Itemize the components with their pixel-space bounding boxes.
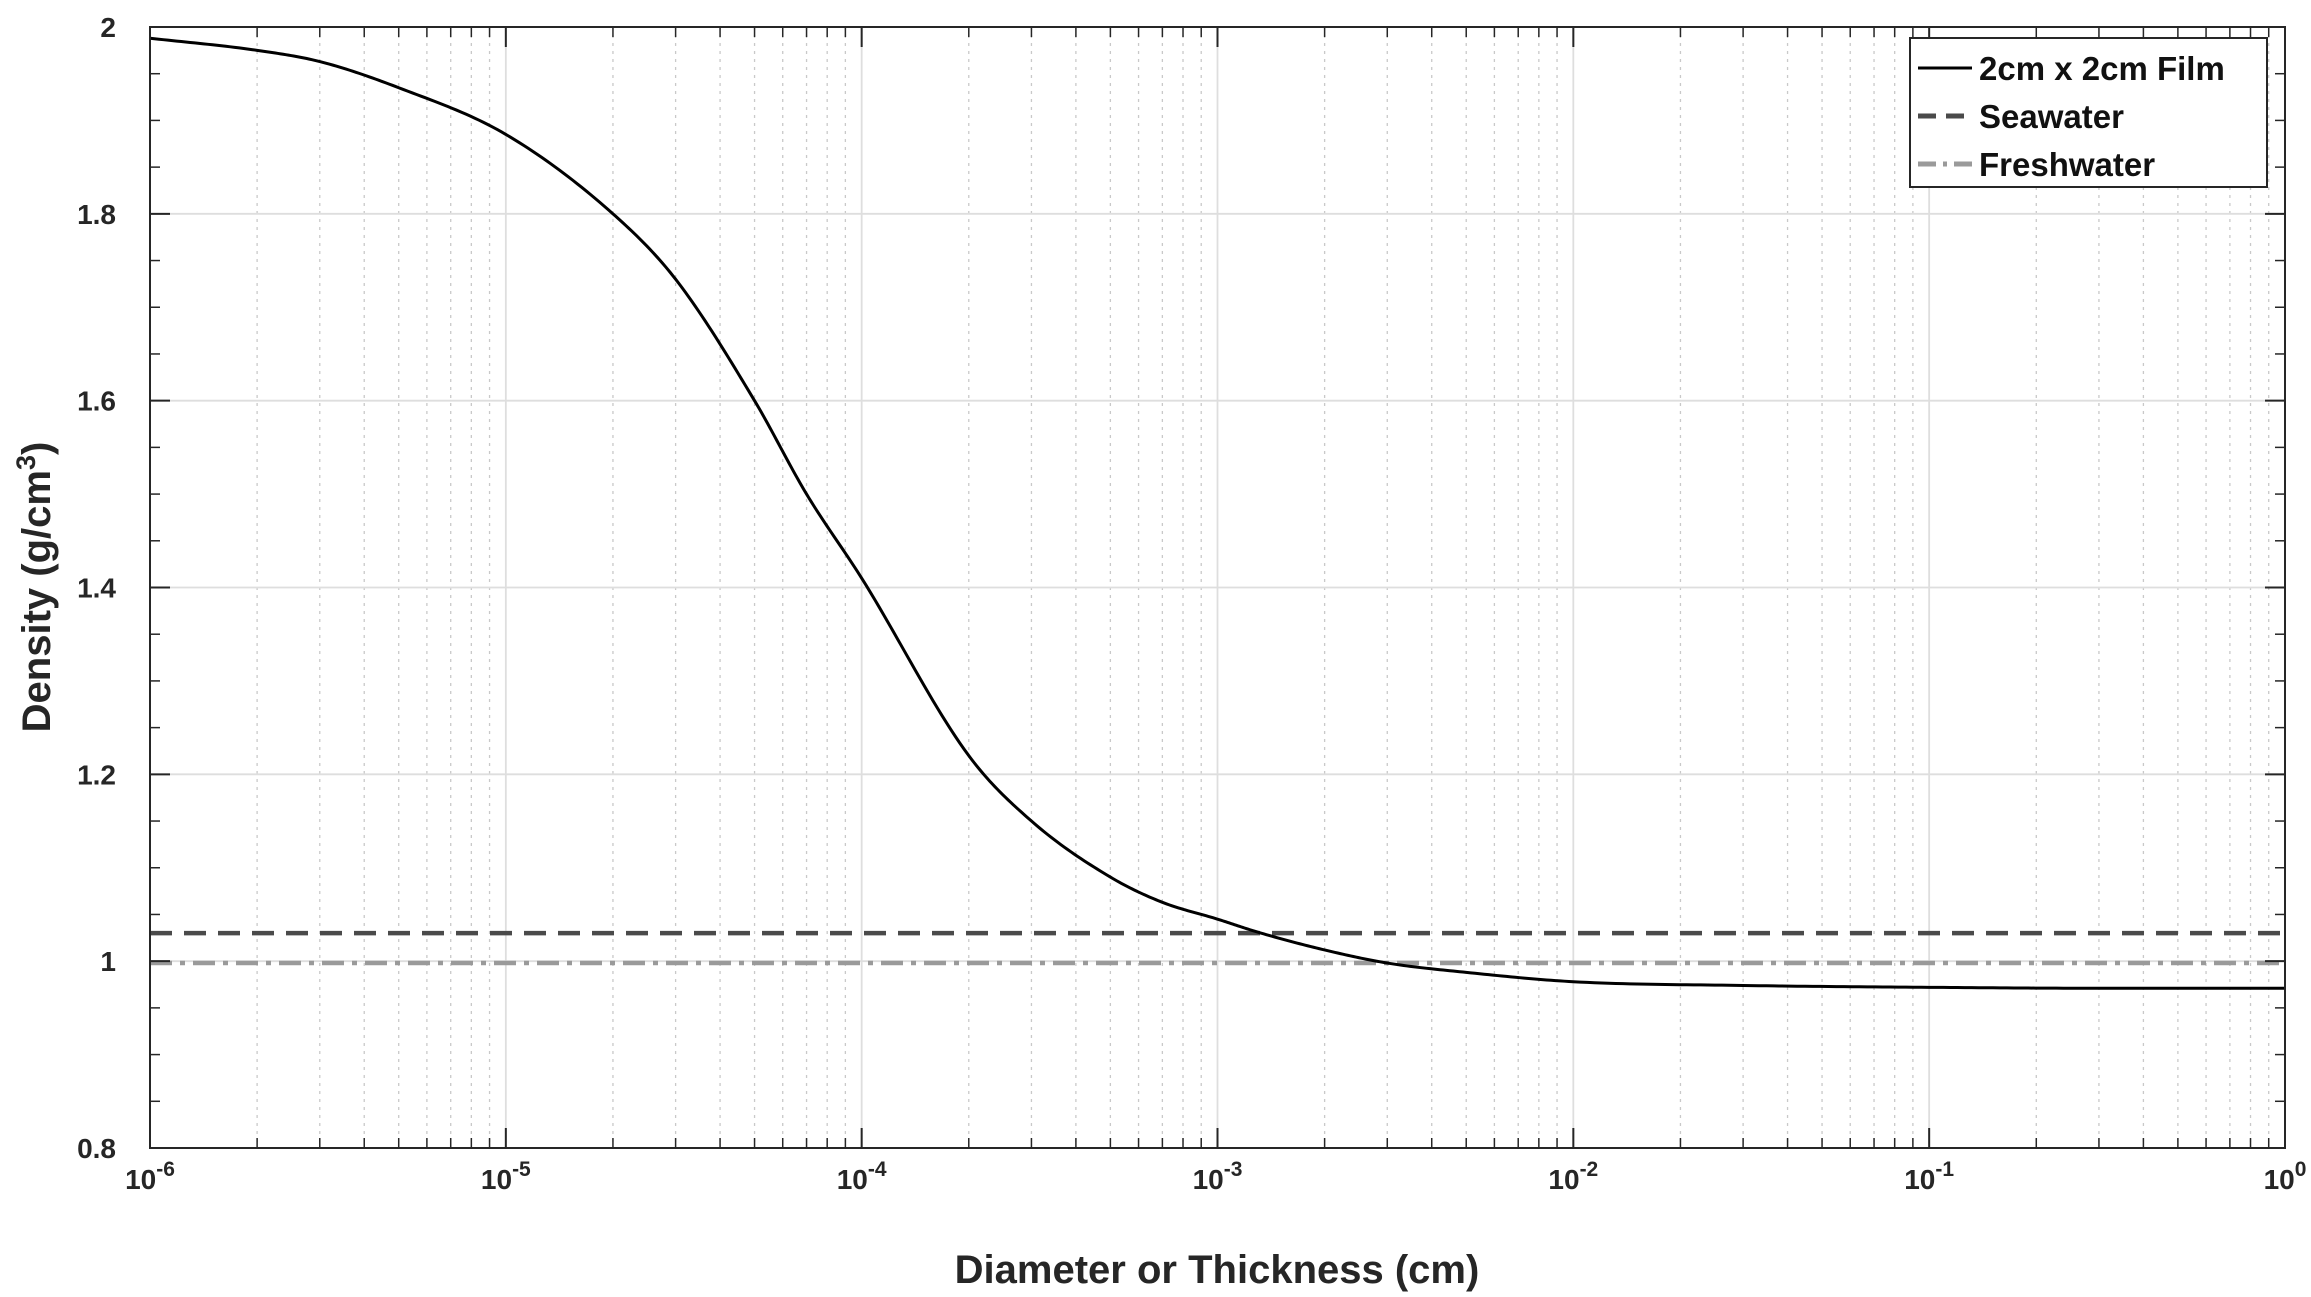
legend-label-freshwater: Freshwater — [1979, 146, 2155, 183]
y-axis-label-main: Density (g/cm — [15, 470, 59, 732]
legend-entry-film: 2cm x 2cm Film — [1918, 50, 2225, 87]
y-tick-label: 1.4 — [77, 573, 116, 604]
x-tick-label: 10-2 — [1548, 1158, 1598, 1195]
y-axis-label-close: ) — [15, 442, 59, 455]
y-axis-label-superscript: 3 — [11, 455, 41, 470]
y-tick-label: 1.6 — [77, 386, 116, 417]
y-tick-label: 2 — [100, 12, 116, 43]
y-tick-labels: 0.8 1 1.2 1.4 1.6 1.8 2 — [77, 12, 116, 1164]
x-axis-label: Diameter or Thickness (cm) — [955, 1248, 1480, 1292]
x-tick-label: 10-1 — [1904, 1158, 1954, 1195]
series-line-2cm-x-2cm-film — [149, 36, 2285, 990]
x-tick-label: 10-4 — [837, 1158, 887, 1195]
y-tick-label: 1.2 — [77, 759, 116, 790]
x-tick-labels: 10-6 10-5 10-4 10-3 10-2 10-1 100 — [125, 1158, 2306, 1195]
legend-label-film: 2cm x 2cm Film — [1979, 50, 2225, 87]
y-axis-label: Density (g/cm3) — [11, 442, 59, 733]
y-tick-label: 1 — [100, 946, 116, 977]
legend: 2cm x 2cm Film Seawater Freshwater — [1909, 37, 2268, 188]
y-tick-label: 1.8 — [77, 199, 116, 230]
y-tick-label: 0.8 — [77, 1133, 116, 1164]
x-tick-label: 10-3 — [1193, 1158, 1243, 1195]
axis-ticks — [149, 26, 2286, 1149]
legend-entry-seawater: Seawater — [1918, 98, 2124, 135]
x-tick-label: 10-6 — [125, 1158, 175, 1195]
x-tick-label: 100 — [2264, 1158, 2307, 1195]
x-tick-label: 10-5 — [481, 1158, 531, 1195]
legend-entry-freshwater: Freshwater — [1918, 146, 2155, 183]
series-layer — [149, 36, 2285, 990]
legend-label-seawater: Seawater — [1979, 98, 2124, 135]
